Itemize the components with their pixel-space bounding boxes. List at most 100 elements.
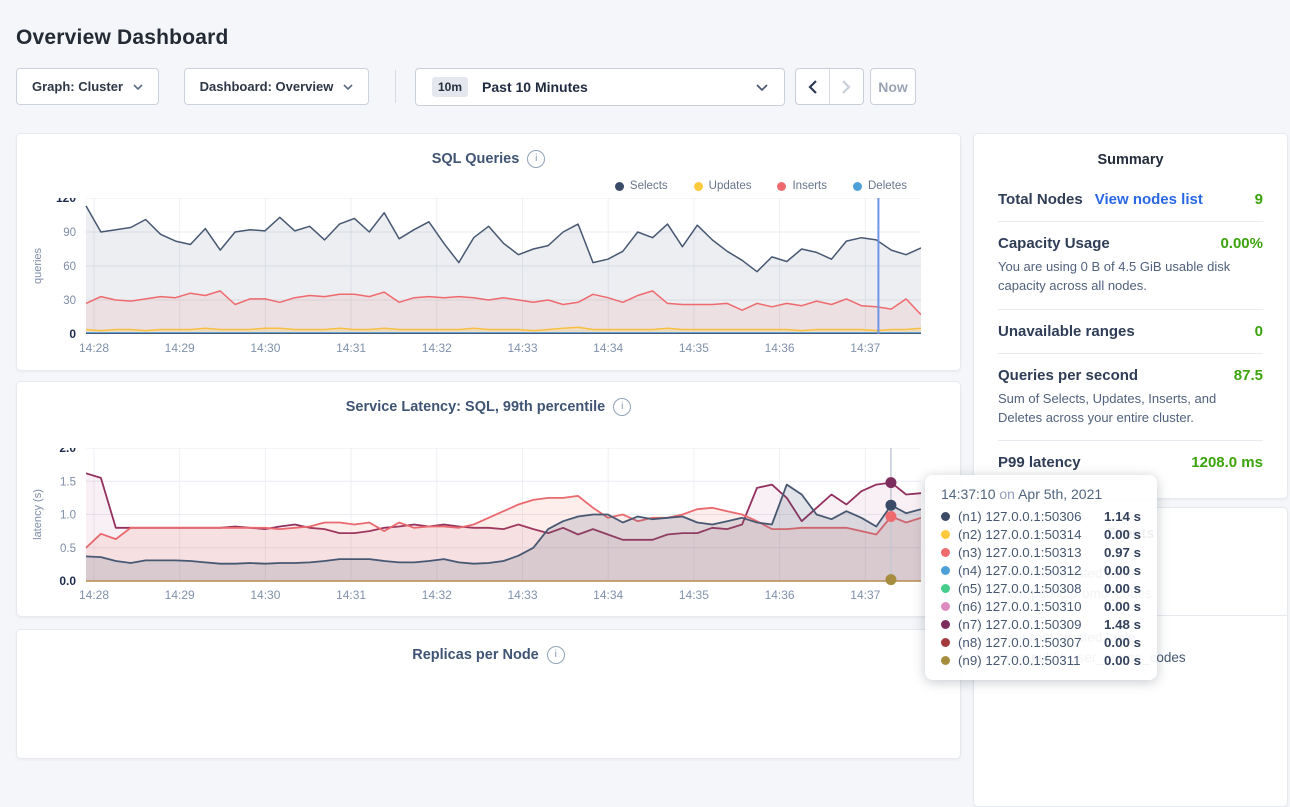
node-dot-icon: [941, 512, 950, 521]
svg-text:60: 60: [63, 261, 76, 273]
svg-text:14:32: 14:32: [422, 341, 452, 355]
controls-divider: [395, 70, 396, 103]
svg-text:1.0: 1.0: [60, 510, 76, 522]
service-latency-chart[interactable]: 14:28 14:29 14:30 14:31 14:32 14:33 14:34 14:35…: [27, 448, 921, 612]
node-dot-icon: [941, 530, 950, 539]
svg-text:14:35: 14:35: [679, 588, 709, 602]
time-nav-group: [795, 68, 864, 105]
svg-text:14:33: 14:33: [507, 341, 537, 355]
service-latency-title: Service Latency: SQL, 99th percentile: [346, 399, 606, 415]
info-icon[interactable]: i: [527, 150, 545, 168]
tooltip-row-n1: (n1) 127.0.0.1:503061.14 s: [941, 507, 1141, 525]
time-range-badge: 10m: [432, 77, 468, 97]
svg-text:90: 90: [63, 227, 76, 239]
svg-text:queries: queries: [32, 247, 44, 284]
now-button[interactable]: Now: [870, 68, 916, 105]
sql-queries-card: SQL Queries i Selects Updates Inserts De…: [16, 133, 961, 371]
svg-text:14:30: 14:30: [250, 341, 280, 355]
node-dot-icon: [941, 638, 950, 647]
chevron-left-icon: [808, 80, 817, 94]
svg-text:14:31: 14:31: [336, 588, 366, 602]
tooltip-row-n8: (n8) 127.0.0.1:503070.00 s: [941, 633, 1141, 651]
legend-item-inserts[interactable]: Inserts: [777, 180, 827, 192]
capacity-value: 0.00%: [1220, 235, 1263, 252]
summary-row-qps: Queries per second 87.5 Sum of Selects, …: [998, 354, 1263, 442]
tooltip-timestamp: 14:37:10 on Apr 5th, 2021: [941, 486, 1141, 502]
svg-text:14:36: 14:36: [765, 588, 795, 602]
svg-text:2.0: 2.0: [59, 448, 76, 455]
selects-dot-icon: [615, 182, 624, 191]
svg-text:14:28: 14:28: [79, 341, 109, 355]
capacity-subtext: You are using 0 B of 4.5 GiB usable disk…: [998, 258, 1263, 296]
tooltip-row-n7: (n7) 127.0.0.1:503091.48 s: [941, 615, 1141, 633]
node-dot-icon: [941, 548, 950, 557]
node-dot-icon: [941, 566, 950, 575]
info-icon[interactable]: i: [613, 398, 631, 416]
chevron-down-icon: [343, 84, 353, 90]
svg-text:14:34: 14:34: [593, 341, 623, 355]
service-latency-card: Service Latency: SQL, 99th percentile i …: [16, 381, 961, 617]
summary-row-unavailable: Unavailable ranges 0: [998, 310, 1263, 354]
graph-dropdown[interactable]: Graph: Cluster: [16, 68, 159, 105]
legend-item-selects[interactable]: Selects: [615, 180, 668, 192]
svg-text:14:35: 14:35: [679, 341, 709, 355]
summary-panel: Summary Total Nodes View nodes list 9 Ca…: [973, 133, 1288, 499]
node-dot-icon: [941, 656, 950, 665]
sql-queries-chart[interactable]: 14:28 14:29 14:30 14:31 14:32 14:33 14:34 14:35…: [27, 198, 921, 365]
unavailable-ranges-value: 0: [1255, 323, 1263, 340]
dashboard-dropdown-label: Dashboard: Overview: [200, 79, 334, 94]
tooltip-row-n4: (n4) 127.0.0.1:503120.00 s: [941, 561, 1141, 579]
graph-dropdown-label: Graph: Cluster: [32, 79, 123, 94]
summary-row-total-nodes: Total Nodes View nodes list 9: [998, 178, 1263, 222]
svg-text:14:29: 14:29: [165, 588, 195, 602]
svg-text:14:30: 14:30: [250, 588, 280, 602]
node-dot-icon: [941, 620, 950, 629]
legend-item-updates[interactable]: Updates: [694, 180, 752, 192]
inserts-dot-icon: [777, 182, 786, 191]
time-next-button[interactable]: [829, 69, 863, 104]
svg-text:14:37: 14:37: [850, 588, 880, 602]
svg-text:latency (s): latency (s): [32, 489, 44, 540]
qps-value: 87.5: [1234, 367, 1263, 384]
deletes-dot-icon: [853, 182, 862, 191]
svg-text:0: 0: [69, 327, 76, 341]
tooltip-row-n3: (n3) 127.0.0.1:503130.97 s: [941, 543, 1141, 561]
chevron-down-icon: [756, 84, 768, 91]
chevron-right-icon: [842, 80, 851, 94]
tooltip-row-n2: (n2) 127.0.0.1:503140.00 s: [941, 525, 1141, 543]
node-dot-icon: [941, 602, 950, 611]
time-prev-button[interactable]: [796, 69, 829, 104]
chart-hover-tooltip: 14:37:10 on Apr 5th, 2021 (n1) 127.0.0.1…: [925, 475, 1157, 680]
view-nodes-list-link[interactable]: View nodes list: [1095, 191, 1203, 208]
svg-text:14:34: 14:34: [593, 588, 623, 602]
replicas-title: Replicas per Node: [412, 647, 539, 663]
info-icon[interactable]: i: [547, 646, 565, 664]
svg-text:0.5: 0.5: [60, 543, 76, 555]
node-dot-icon: [941, 584, 950, 593]
tooltip-row-n6: (n6) 127.0.0.1:503100.00 s: [941, 597, 1141, 615]
time-range-label: Past 10 Minutes: [482, 79, 588, 95]
svg-text:14:31: 14:31: [336, 341, 366, 355]
svg-text:30: 30: [63, 295, 76, 307]
qps-subtext: Sum of Selects, Updates, Inserts, and De…: [998, 390, 1263, 428]
tooltip-row-n5: (n5) 127.0.0.1:503080.00 s: [941, 579, 1141, 597]
legend-item-deletes[interactable]: Deletes: [853, 180, 907, 192]
svg-text:14:28: 14:28: [79, 588, 109, 602]
svg-text:14:33: 14:33: [507, 588, 537, 602]
total-nodes-value: 9: [1255, 191, 1263, 208]
svg-text:14:29: 14:29: [165, 341, 195, 355]
svg-text:14:37: 14:37: [850, 341, 880, 355]
svg-text:120: 120: [56, 198, 76, 205]
dashboard-dropdown[interactable]: Dashboard: Overview: [184, 68, 369, 105]
p99-latency-value: 1208.0 ms: [1191, 454, 1263, 471]
svg-text:0.0: 0.0: [59, 574, 76, 588]
time-range-dropdown[interactable]: 10m Past 10 Minutes: [415, 68, 785, 106]
page-title: Overview Dashboard: [16, 26, 229, 50]
updates-dot-icon: [694, 182, 703, 191]
svg-text:1.5: 1.5: [60, 476, 76, 488]
sql-queries-title: SQL Queries: [432, 151, 520, 167]
summary-title: Summary: [998, 152, 1263, 168]
summary-row-capacity: Capacity Usage 0.00% You are using 0 B o…: [998, 222, 1263, 310]
replicas-per-node-card: Replicas per Node i: [16, 629, 961, 759]
svg-text:14:32: 14:32: [422, 588, 452, 602]
